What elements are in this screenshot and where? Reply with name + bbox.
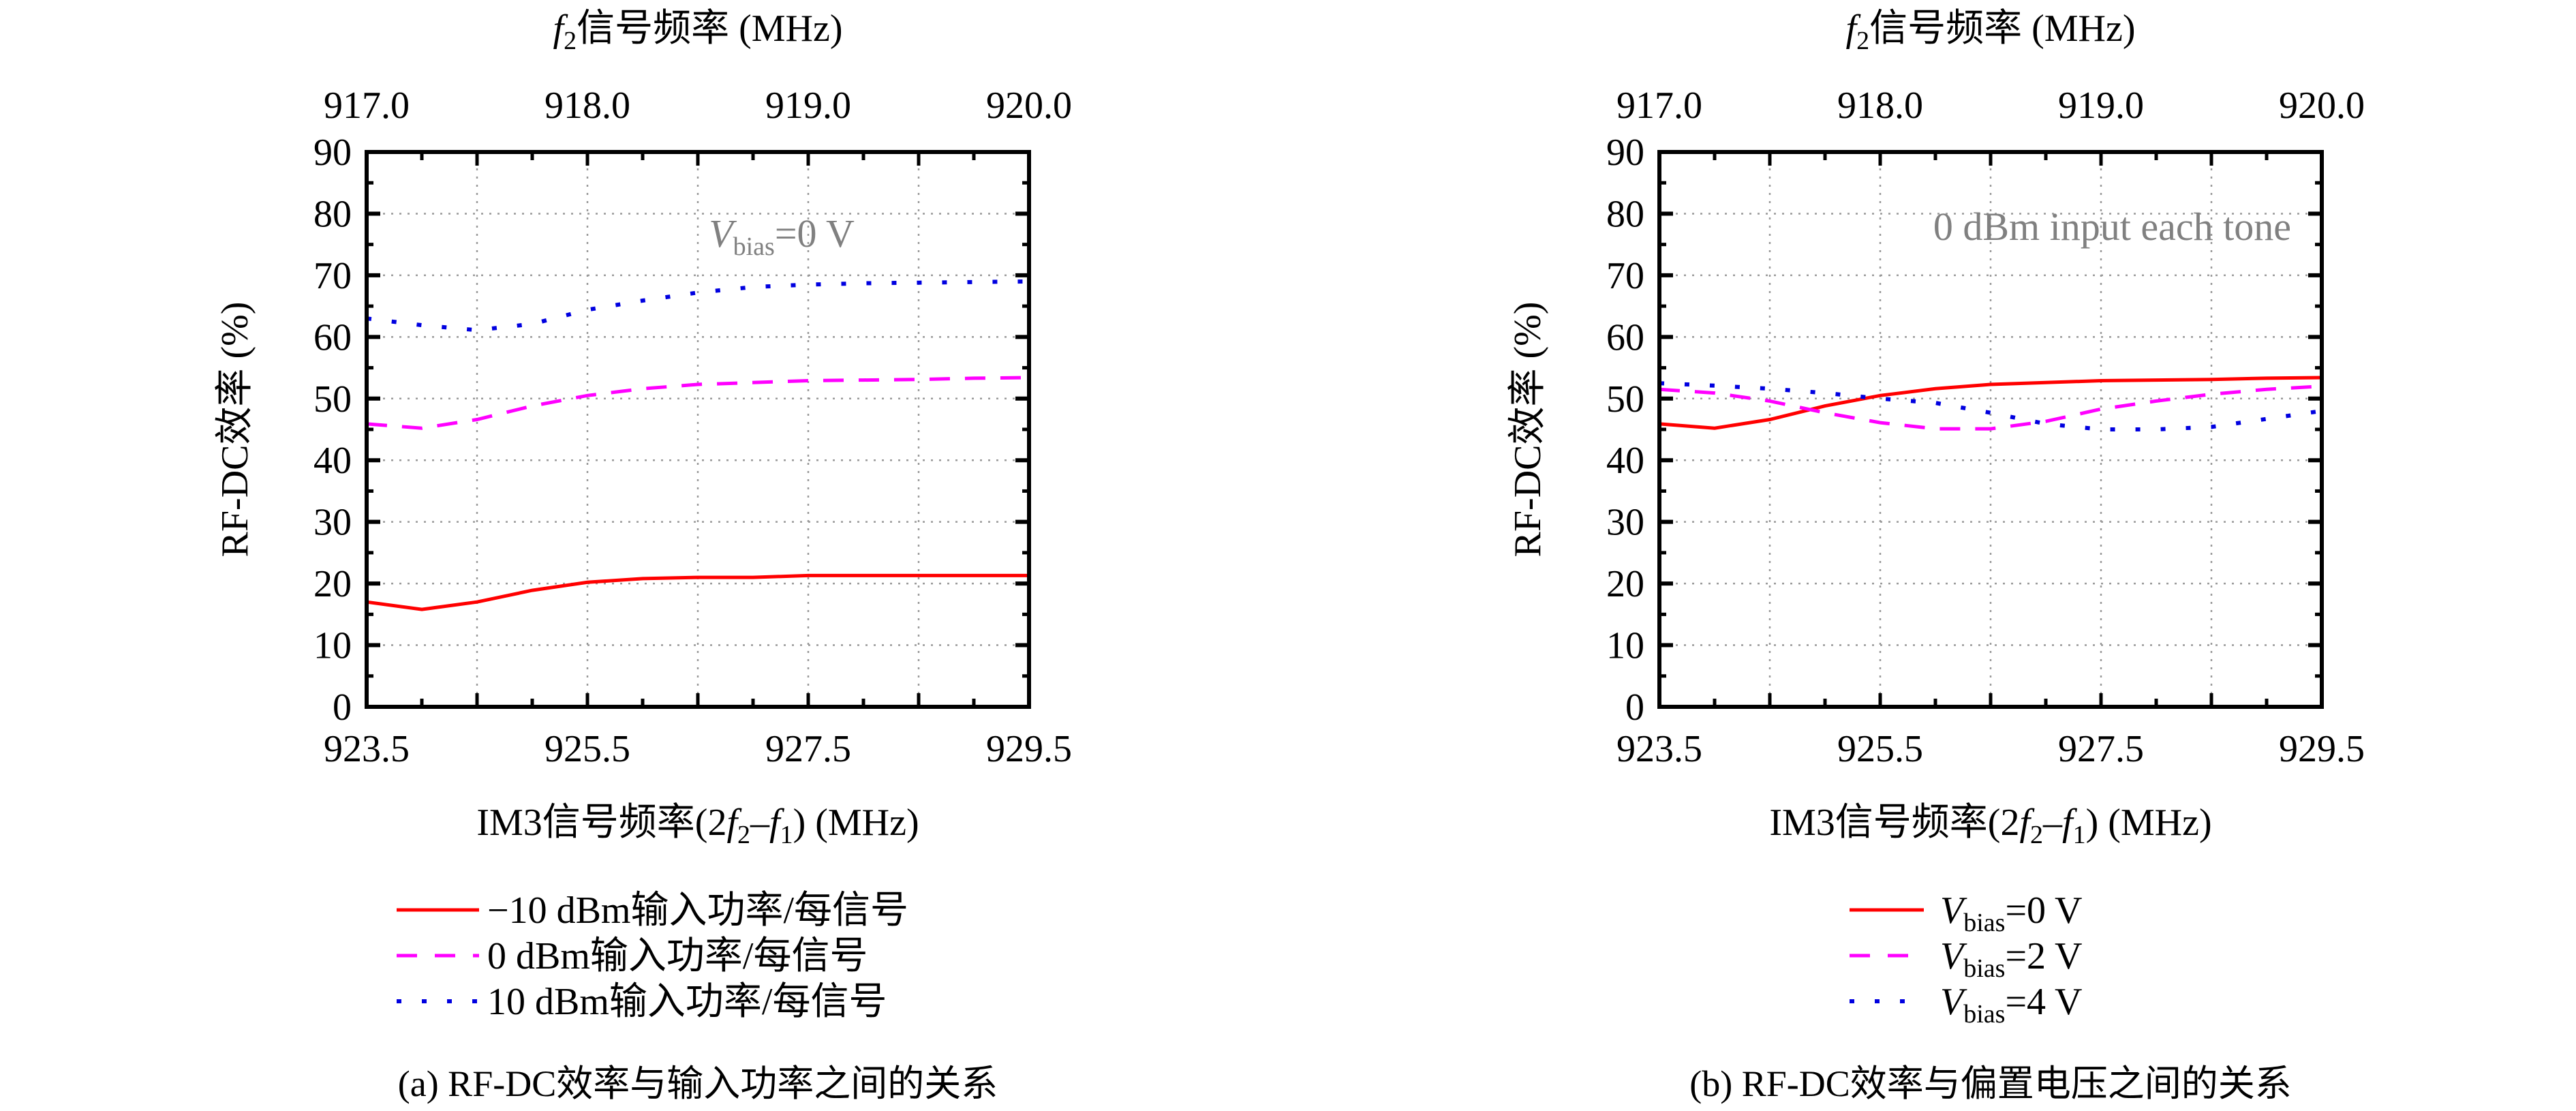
legend-label-1: 0 dBm输入功率/每信号 [487, 935, 868, 977]
chart-panel-a: 0 10 20 30 40 50 60 70 80 90 923.5 925.5 927.5 929.5 9… [214, 7, 1072, 1104]
y-axis-label: RF-DC效率 (%) [214, 302, 256, 558]
series-line-1 [1659, 384, 2322, 431]
x-tick-label: 929.5 [986, 728, 1072, 770]
x-tick-label: 927.5 [2058, 728, 2144, 770]
y-tick-label: 0 [333, 686, 352, 729]
top-tick-label: 918.0 [1837, 85, 1923, 127]
top-tick-label: 920.0 [986, 85, 1072, 127]
x-label-part: ) (MHz) [793, 802, 919, 844]
series-line-0 [1659, 376, 2322, 430]
chart-annotation: Vbias=0 V [709, 211, 855, 261]
legend-label-1: Vbias=2 V [1940, 935, 2082, 983]
y-tick-label: 20 [313, 563, 352, 605]
x-tick-label: 923.5 [324, 728, 410, 770]
y-tick-label: 30 [1606, 502, 1644, 544]
top-axis-label-sub: 2 [1856, 27, 1869, 55]
legend-label-2: 10 dBm输入功率/每信号 [487, 981, 887, 1023]
y-tick-label: 90 [1606, 132, 1644, 174]
top-axis-label: f2信号频率 (MHz) [1846, 7, 2136, 55]
y-tick-label: 50 [313, 378, 352, 421]
chart-annotation: 0 dBm input each tone [1933, 204, 2291, 249]
legend-sub: bias [1963, 954, 2005, 983]
top-tick-label: 917.0 [324, 85, 410, 127]
y-tick-label: 30 [313, 502, 352, 544]
x-label-part: IM3信号频率(2 [476, 802, 726, 844]
x-tick-label: 927.5 [765, 728, 851, 770]
series-line-2 [1659, 381, 2322, 431]
y-tick-label: 40 [1606, 440, 1644, 482]
y-tick-label: 90 [313, 132, 352, 174]
legend-var: V [1940, 935, 1967, 977]
legend-var: V [1940, 889, 1967, 932]
y-axis-label: RF-DC效率 (%) [1507, 302, 1549, 558]
x-label-part: IM3信号频率(2 [1769, 802, 2019, 844]
y-tick-label: 20 [1606, 563, 1644, 605]
series-line-0 [366, 573, 1029, 611]
series-line-2 [366, 279, 1030, 333]
legend-var: V [1940, 981, 1967, 1023]
subfigure-caption: (a) RF-DC效率与输入功率之间的关系 [398, 1063, 998, 1104]
top-tick-label: 918.0 [545, 85, 630, 127]
x-label-sub1: 1 [2073, 821, 2086, 849]
y-tick-label: 50 [1606, 378, 1644, 421]
chart-panel-b: 0 10 20 30 40 50 60 70 80 90 923.5 925.5 927.5 929.5 9… [1507, 7, 2365, 1104]
legend-sub: bias [1963, 1000, 2005, 1029]
subfigure-caption: (b) RF-DC效率与偏置电压之间的关系 [1689, 1063, 2292, 1104]
x-label-minus: – [2042, 802, 2063, 844]
y-tick-label: 10 [313, 625, 352, 667]
x-tick-label: 923.5 [1616, 728, 1702, 770]
legend-sub: bias [1963, 909, 2005, 937]
y-tick-label: 60 [1606, 316, 1644, 359]
x-label-sub2: 2 [737, 821, 750, 849]
x-label-sub2: 2 [2030, 821, 2043, 849]
y-tick-label: 40 [313, 440, 352, 482]
y-tick-label: 10 [1606, 625, 1644, 667]
x-label-minus: – [750, 802, 770, 844]
annotation-rest: =0 V [775, 211, 855, 256]
annotation-sub: bias [733, 232, 775, 261]
x-label-sub1: 1 [780, 821, 793, 849]
top-tick-label: 919.0 [765, 85, 851, 127]
legend-label-0: Vbias=0 V [1940, 889, 2082, 937]
y-tick-label: 0 [1625, 686, 1644, 729]
y-tick-label: 80 [313, 193, 352, 235]
legend-rest: =2 V [2005, 935, 2082, 977]
top-tick-label: 917.0 [1616, 85, 1702, 127]
legend-label-2: Vbias=4 V [1940, 981, 2082, 1029]
y-tick-label: 60 [313, 316, 352, 359]
y-tick-label: 80 [1606, 193, 1644, 235]
series-line-1 [366, 376, 1030, 430]
x-axis-label: IM3信号频率(2f2–f1) (MHz) [1769, 802, 2211, 849]
x-label-part: ) (MHz) [2086, 802, 2212, 844]
top-axis-label-rest: 信号频率 (MHz) [577, 7, 842, 50]
x-tick-label: 929.5 [2279, 728, 2365, 770]
top-axis-label-rest: 信号频率 (MHz) [1869, 7, 2135, 50]
top-tick-label: 919.0 [2058, 85, 2144, 127]
top-axis-label-sub: 2 [564, 27, 577, 55]
annotation-var: V [709, 211, 737, 256]
top-axis-label: f2信号频率 (MHz) [553, 7, 843, 55]
x-tick-label: 925.5 [1837, 728, 1923, 770]
x-tick-label: 925.5 [545, 728, 630, 770]
y-tick-label: 70 [1606, 255, 1644, 297]
legend-rest: =4 V [2005, 981, 2082, 1023]
x-axis-label: IM3信号频率(2f2–f1) (MHz) [476, 802, 919, 849]
legend-rest: =0 V [2005, 889, 2082, 932]
legend-label-0: −10 dBm输入功率/每信号 [487, 889, 908, 932]
top-tick-label: 920.0 [2279, 85, 2365, 127]
y-tick-label: 70 [313, 255, 352, 297]
